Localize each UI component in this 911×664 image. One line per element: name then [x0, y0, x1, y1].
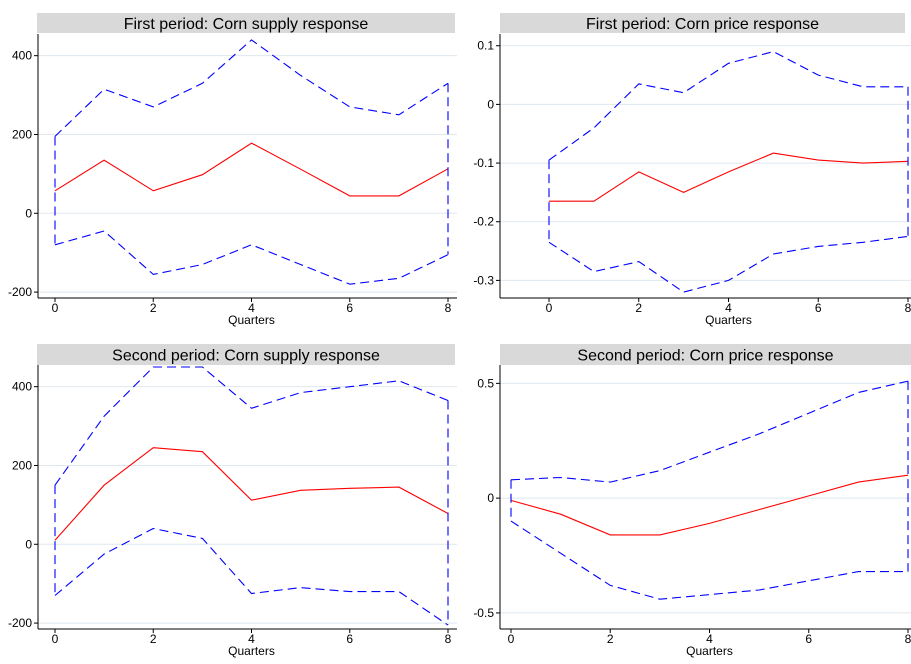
chart-title: Second period: Corn supply response — [112, 348, 380, 365]
y-tick-label: -0.3 — [473, 273, 494, 287]
panel-first-period-price: First period: Corn price response -0.3 -0.… — [473, 13, 911, 327]
x-tick-label: 8 — [905, 632, 911, 646]
panel-first-period-supply: First period: Corn supply response -200 0 2… — [8, 13, 457, 327]
series-upper-line — [54, 39, 449, 137]
x-tick-label: 0 — [546, 301, 553, 315]
y-tick-label: 0.5 — [477, 376, 494, 390]
series-lower-line — [54, 527, 449, 626]
panel-second-period-supply: Second period: Corn supply response -200 0… — [8, 344, 457, 658]
panel-second-period-price: Second period: Corn price response -0.5 0 0… — [473, 344, 911, 658]
x-axis-title: Quarters — [228, 313, 275, 327]
y-tick-label: -200 — [8, 285, 32, 299]
series-upper-line — [54, 366, 449, 486]
title-bar — [37, 13, 455, 33]
x-tick-label: 2 — [150, 301, 157, 315]
title-bar — [500, 344, 911, 365]
y-tick-label: 400 — [12, 380, 32, 394]
x-tick-label: 2 — [635, 301, 642, 315]
x-tick-label: 0 — [508, 632, 515, 646]
series-estimate-line — [54, 447, 449, 541]
x-tick-label: 8 — [445, 632, 452, 646]
x-axis-title: Quarters — [686, 644, 733, 658]
y-tick-label: 400 — [12, 49, 32, 63]
x-tick-label: 4 — [248, 301, 255, 315]
y-tick-label: 0 — [487, 491, 494, 505]
y-tick-label: 200 — [12, 127, 32, 141]
series-group — [54, 366, 449, 626]
x-tick-label: 8 — [905, 301, 911, 315]
y-tick-label: 0.1 — [477, 39, 494, 53]
y-tick-label: -0.2 — [473, 215, 494, 229]
y-tick-label: -0.5 — [473, 606, 494, 620]
x-tick-label: 6 — [805, 632, 812, 646]
y-tick-label: 200 — [12, 458, 32, 472]
x-tick-label: 4 — [248, 632, 255, 646]
x-tick-label: 6 — [815, 301, 822, 315]
series-estimate-line — [549, 152, 909, 202]
series-group — [548, 51, 909, 293]
chart-title: First period: Corn price response — [586, 16, 819, 33]
series-group — [54, 39, 449, 285]
series-upper-line — [510, 380, 909, 483]
x-axis-title: Quarters — [228, 644, 275, 658]
series-upper-line — [548, 51, 908, 161]
y-tick-label: 0 — [487, 97, 494, 111]
series-lower-line — [548, 235, 909, 293]
y-tick-label: 0 — [25, 537, 32, 551]
chart-title: Second period: Corn price response — [577, 348, 833, 365]
y-tick-label: -0.1 — [473, 156, 494, 170]
series-group — [510, 380, 909, 600]
chart-title: First period: Corn supply response — [124, 16, 369, 33]
title-bar — [37, 344, 455, 365]
y-tick-label: -200 — [8, 616, 32, 630]
series-estimate-line — [54, 142, 449, 197]
x-tick-label: 8 — [445, 301, 452, 315]
x-tick-label: 4 — [706, 632, 713, 646]
y-tick-label: 0 — [25, 206, 32, 220]
x-tick-label: 0 — [52, 301, 59, 315]
series-estimate-line — [510, 474, 909, 536]
x-tick-label: 6 — [346, 301, 353, 315]
x-tick-label: 2 — [607, 632, 614, 646]
title-bar — [500, 13, 905, 33]
x-axis-title: Quarters — [705, 313, 752, 327]
series-lower-line — [510, 520, 908, 600]
x-tick-label: 4 — [725, 301, 732, 315]
x-tick-label: 0 — [52, 632, 59, 646]
series-lower-line — [54, 230, 449, 285]
x-tick-label: 6 — [346, 632, 353, 646]
x-tick-label: 2 — [150, 632, 157, 646]
